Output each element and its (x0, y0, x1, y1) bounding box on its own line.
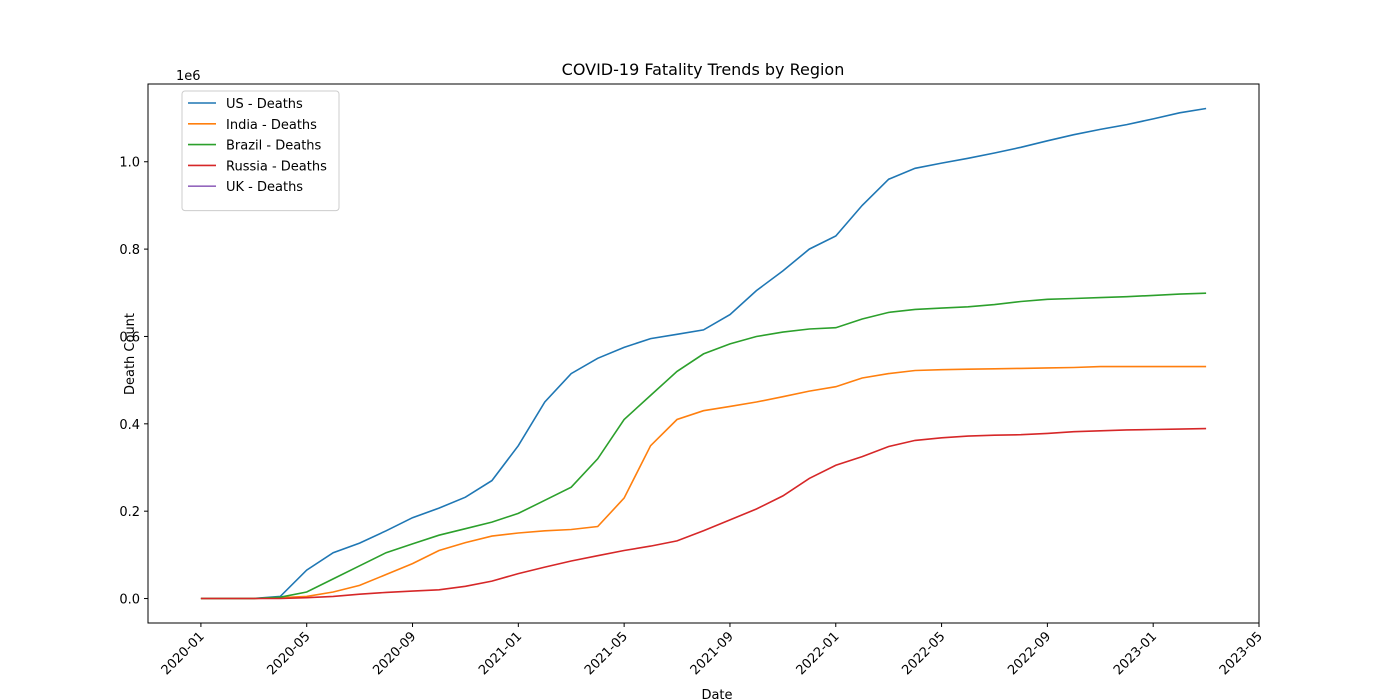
x-tick-label: 2023-05 (1217, 629, 1266, 678)
x-tick-label: 2022-09 (1005, 629, 1054, 678)
y-tick-label: 0.6 (119, 330, 140, 345)
y-tick-label: 0.0 (119, 593, 140, 608)
x-tick-label: 2021-01 (476, 629, 525, 678)
x-tick-label: 2022-05 (899, 629, 948, 678)
legend-label: India - Deaths (226, 118, 317, 133)
legend-label: UK - Deaths (226, 180, 303, 195)
x-tick-label: 2021-05 (582, 629, 631, 678)
x-tick-label: 2021-09 (688, 629, 737, 678)
x-tick-label: 2023-01 (1111, 629, 1160, 678)
legend-label: Russia - Deaths (226, 159, 327, 174)
y-tick-label: 0.2 (119, 505, 140, 520)
x-axis-label: Date (701, 688, 732, 700)
legend-label: Brazil - Deaths (226, 139, 322, 154)
x-tick-label: 2022-01 (794, 629, 843, 678)
plot-area (147, 83, 1260, 624)
legend-label: US - Deaths (226, 97, 303, 112)
chart-title: COVID-19 Fatality Trends by Region (562, 60, 845, 79)
series-line (200, 107, 1207, 600)
legend-box (181, 90, 340, 212)
x-tick-label: 2020-09 (370, 629, 419, 678)
x-tick-label: 2020-05 (265, 629, 314, 678)
y-axis-label: Death Count (123, 313, 138, 395)
y-tick-label: 0.4 (119, 418, 140, 433)
series-line (200, 427, 1207, 600)
series-line (200, 365, 1207, 600)
series-line (200, 292, 1207, 600)
offset-label: 1e6 (176, 69, 201, 84)
y-tick-label: 1.0 (119, 156, 140, 171)
y-tick-label: 0.8 (119, 243, 140, 258)
x-tick-label: 2020-01 (159, 629, 208, 678)
